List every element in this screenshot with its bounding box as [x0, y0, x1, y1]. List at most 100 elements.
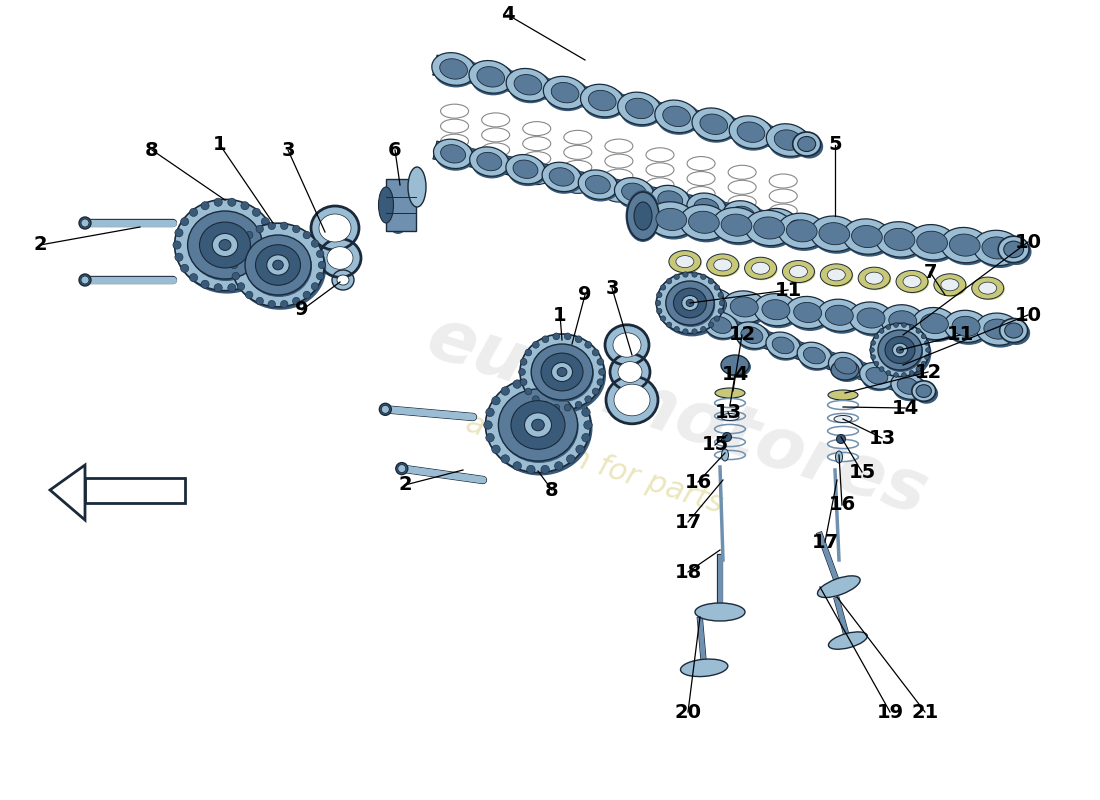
Ellipse shape — [498, 389, 578, 461]
Text: euromotores: euromotores — [418, 302, 936, 530]
Circle shape — [245, 291, 253, 298]
Circle shape — [238, 282, 244, 290]
Ellipse shape — [1002, 321, 1031, 345]
Ellipse shape — [737, 325, 772, 350]
Ellipse shape — [627, 192, 659, 240]
Ellipse shape — [828, 390, 858, 400]
Ellipse shape — [544, 165, 584, 194]
Ellipse shape — [825, 306, 854, 326]
Ellipse shape — [971, 277, 1003, 299]
Ellipse shape — [378, 187, 394, 223]
Ellipse shape — [508, 71, 552, 103]
Ellipse shape — [935, 274, 967, 297]
Circle shape — [554, 380, 563, 388]
Circle shape — [910, 325, 914, 330]
Circle shape — [180, 264, 189, 273]
Ellipse shape — [606, 376, 658, 424]
Circle shape — [542, 402, 549, 408]
Ellipse shape — [694, 110, 738, 142]
Ellipse shape — [79, 217, 91, 229]
Ellipse shape — [893, 376, 928, 402]
Circle shape — [175, 229, 183, 237]
Ellipse shape — [695, 603, 745, 621]
Circle shape — [311, 282, 319, 290]
Text: 14: 14 — [891, 398, 918, 418]
Circle shape — [925, 348, 931, 352]
Ellipse shape — [720, 355, 749, 375]
Ellipse shape — [525, 413, 551, 438]
Ellipse shape — [857, 308, 886, 328]
Text: 14: 14 — [722, 366, 749, 385]
Ellipse shape — [618, 362, 642, 382]
Ellipse shape — [715, 210, 763, 246]
Ellipse shape — [472, 150, 512, 178]
Ellipse shape — [828, 632, 867, 650]
Circle shape — [256, 226, 264, 233]
Ellipse shape — [614, 384, 650, 416]
Circle shape — [674, 326, 680, 332]
Circle shape — [718, 308, 724, 314]
Ellipse shape — [878, 330, 922, 370]
Ellipse shape — [720, 414, 739, 421]
Ellipse shape — [626, 190, 660, 242]
Ellipse shape — [526, 414, 552, 438]
Circle shape — [518, 369, 526, 375]
Text: 18: 18 — [674, 562, 702, 582]
Ellipse shape — [881, 305, 925, 337]
Ellipse shape — [978, 316, 1022, 348]
Circle shape — [180, 218, 189, 226]
Ellipse shape — [817, 299, 861, 331]
Ellipse shape — [754, 217, 784, 239]
Circle shape — [870, 348, 874, 352]
Ellipse shape — [725, 294, 769, 326]
Circle shape — [268, 301, 275, 308]
Ellipse shape — [564, 178, 592, 194]
Circle shape — [484, 421, 493, 430]
Text: 11: 11 — [774, 281, 802, 299]
Circle shape — [597, 378, 604, 386]
Circle shape — [228, 284, 235, 292]
Ellipse shape — [588, 90, 616, 110]
Circle shape — [893, 373, 899, 378]
Ellipse shape — [682, 295, 698, 310]
Ellipse shape — [513, 160, 538, 178]
Circle shape — [525, 388, 531, 395]
Ellipse shape — [532, 346, 594, 402]
Ellipse shape — [732, 118, 775, 150]
Circle shape — [245, 231, 253, 239]
Circle shape — [714, 316, 719, 322]
Ellipse shape — [723, 201, 762, 230]
Text: 1: 1 — [213, 135, 227, 154]
Ellipse shape — [81, 276, 89, 284]
Ellipse shape — [747, 213, 795, 248]
Ellipse shape — [745, 258, 777, 279]
Ellipse shape — [912, 381, 936, 402]
Ellipse shape — [723, 357, 751, 377]
Ellipse shape — [583, 87, 627, 119]
Circle shape — [228, 198, 235, 206]
Ellipse shape — [998, 236, 1028, 262]
Ellipse shape — [659, 275, 726, 337]
Circle shape — [916, 366, 921, 371]
Ellipse shape — [759, 209, 799, 238]
Circle shape — [910, 370, 914, 375]
Circle shape — [566, 386, 575, 395]
Ellipse shape — [657, 103, 701, 135]
Ellipse shape — [199, 222, 251, 268]
Ellipse shape — [663, 106, 691, 126]
Ellipse shape — [982, 237, 1013, 259]
Circle shape — [683, 329, 689, 334]
Ellipse shape — [833, 362, 861, 382]
Ellipse shape — [729, 116, 772, 149]
Circle shape — [692, 329, 697, 334]
Circle shape — [280, 222, 288, 230]
Circle shape — [575, 402, 582, 408]
Ellipse shape — [723, 433, 732, 442]
Circle shape — [657, 292, 662, 298]
Ellipse shape — [658, 191, 683, 209]
Ellipse shape — [246, 237, 312, 297]
Ellipse shape — [794, 302, 822, 322]
Ellipse shape — [436, 142, 475, 170]
Circle shape — [318, 262, 326, 269]
Circle shape — [708, 322, 714, 327]
